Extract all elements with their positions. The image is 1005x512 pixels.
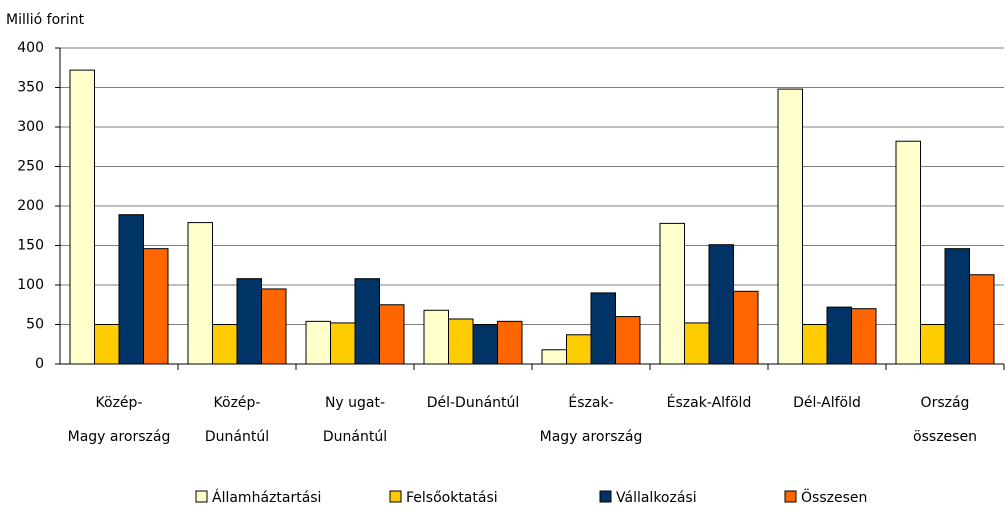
bar [541,349,567,365]
bar [143,248,169,365]
x-tick-label: Közép-Magy arország [68,395,171,445]
bar [826,306,852,365]
y-tick-label: 200 [17,198,44,214]
bar [944,248,970,365]
y-tick-label: 50 [26,317,44,333]
y-tick-label: 100 [17,277,44,293]
bar [566,334,592,365]
x-tick-label: Dél-Alföld [793,395,861,411]
legend-swatch [195,490,208,503]
bar [212,324,238,365]
x-tick-label: Dél-Dunántúl [427,395,520,411]
y-tick-label: 300 [17,119,44,135]
bar [423,309,449,365]
bar [118,214,144,365]
bar [733,290,759,365]
legend-label: Vállalkozási [616,490,697,506]
bar [708,244,734,365]
legend-label: Államháztartási [212,489,321,506]
y-tick-label: 350 [17,80,44,96]
bar [777,88,803,365]
bar [615,316,641,365]
legend-swatch [389,490,402,503]
bar [305,320,331,365]
bar [187,222,213,365]
y-tick-label: 0 [35,356,44,372]
bar [69,69,95,365]
y-tick-label: 250 [17,159,44,175]
x-tick-label: Ny ugat-Dunántúl [323,395,387,445]
bar [920,324,946,365]
bar [895,140,921,365]
bar [472,324,498,365]
bar [236,278,262,365]
bar [448,318,474,365]
legend-swatch [599,490,612,503]
bar [802,324,828,365]
legend-label: Összesen [801,488,867,506]
bar [684,322,710,365]
x-tick-label: Közép-Dunántúl [205,395,269,445]
legend-swatch [784,490,797,503]
bar [851,308,877,365]
y-axis-label: Millió forint [6,12,85,28]
bar [497,320,523,365]
bar [969,274,995,365]
y-tick-label: 400 [17,40,44,56]
x-tick-label: Ország összesen [913,395,977,445]
bar [94,324,120,365]
y-tick-label: 150 [17,238,44,254]
x-tick-label: Észak-Magy arország [540,394,643,445]
bar [590,292,616,365]
bar [354,278,380,365]
bar [261,288,287,365]
legend-label: Felsőoktatási [406,490,498,506]
bar [379,304,405,365]
bar [330,322,356,365]
bar [659,222,685,365]
x-tick-label: Észak-Alföld [667,394,752,411]
